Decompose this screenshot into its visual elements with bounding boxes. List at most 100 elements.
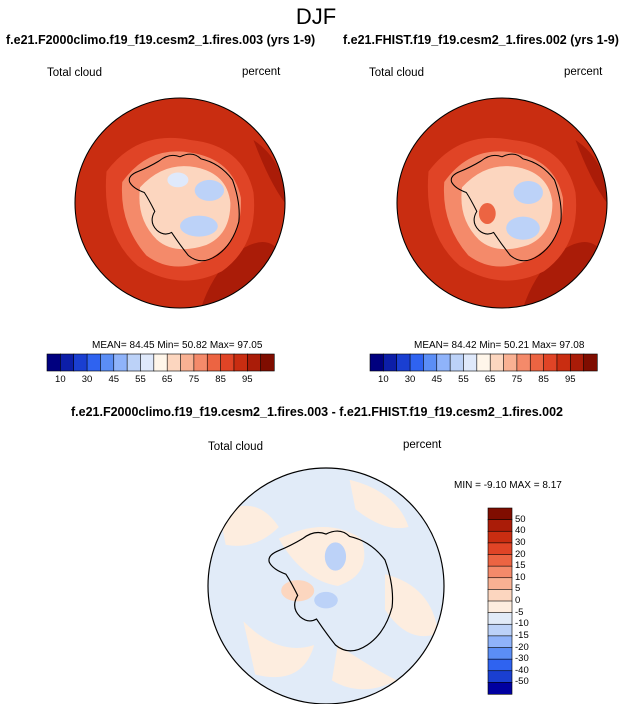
colorbar-tick-label: 20 <box>515 548 526 560</box>
colorbar-swatch <box>556 353 571 372</box>
colorbar-swatch <box>487 682 513 695</box>
colorbar-tick-label: -50 <box>515 676 529 688</box>
colorbar-swatch <box>206 353 222 372</box>
right-panel-variable-label: Total cloud <box>369 67 424 79</box>
blue-patch <box>513 180 543 205</box>
colorbar-swatch <box>100 353 115 372</box>
colorbar-tick-label: -40 <box>515 664 529 676</box>
left-colorbar <box>46 353 275 372</box>
colorbar-swatch <box>180 353 195 372</box>
colorbar-tick-label: 65 <box>161 374 173 385</box>
colorbar-swatch <box>463 353 478 372</box>
colorbar-tick-label: 65 <box>484 374 496 385</box>
colorbar-swatch <box>409 353 425 372</box>
colorbar-tick-label: -5 <box>515 606 524 618</box>
left-panel-title: f.e21.F2000climo.f19_f19.cesm2_1.fires.0… <box>6 33 316 47</box>
positive-patch <box>219 505 279 546</box>
dark-red-region <box>253 140 285 203</box>
colorbar-swatch <box>246 353 262 372</box>
colorbar-swatch <box>126 353 142 372</box>
colorbar-swatch <box>487 542 513 556</box>
colorbar-swatch <box>423 353 438 372</box>
colorbar-swatch <box>569 353 585 372</box>
colorbar-swatch <box>487 670 513 683</box>
positive-patch <box>331 645 397 690</box>
colorbar-swatch <box>449 353 465 372</box>
colorbar-swatch <box>166 353 182 372</box>
colorbar-tick-label: 75 <box>511 374 523 385</box>
right-panel-title: f.e21.FHIST.f19_f19.cesm2_1.fires.002 (y… <box>343 33 619 47</box>
diff-panel-variable-label: Total cloud <box>208 441 263 453</box>
colorbar-tick-label: 40 <box>515 525 526 537</box>
colorbar-swatch <box>86 353 102 372</box>
colorbar-swatch <box>487 530 513 544</box>
colorbar-tick-label: 50 <box>515 513 526 525</box>
colorbar-tick-label: 85 <box>215 374 226 385</box>
blue-patch <box>506 216 540 240</box>
colorbar-tick-label: 10 <box>515 571 526 583</box>
colorbar-swatch <box>476 353 491 372</box>
diff-panel-units-label: percent <box>403 439 442 451</box>
positive-patch <box>385 574 439 637</box>
coastline <box>128 153 240 262</box>
blue-patch <box>167 172 189 188</box>
colorbar-tick-label: 0 <box>515 595 521 606</box>
diff-panel-stats: MIN = -9.10 MAX = 8.17 <box>454 480 562 491</box>
colorbar-swatch <box>487 519 513 532</box>
colorbar-swatch <box>487 589 513 602</box>
colorbar-swatch <box>487 647 513 660</box>
right-panel-units-label: percent <box>564 66 603 78</box>
diff-polar-map <box>207 467 445 704</box>
colorbar-swatch <box>153 353 168 372</box>
colorbar-swatch <box>46 353 61 372</box>
colorbar-swatch <box>503 353 518 372</box>
colorbar-swatch <box>487 507 513 521</box>
colorbar-swatch <box>193 353 208 372</box>
negative-patch <box>324 542 347 571</box>
colorbar-swatch <box>220 353 235 372</box>
coastline <box>268 530 394 652</box>
figure-title: DJF <box>295 4 337 29</box>
positive-patch <box>243 621 315 678</box>
colorbar-swatch <box>487 565 513 579</box>
colorbar-tick-label: 10 <box>55 374 66 385</box>
positive-patch <box>281 580 315 602</box>
colorbar-swatch <box>489 353 505 372</box>
colorbar-swatch <box>113 353 128 372</box>
colorbar-swatch <box>487 658 513 672</box>
colorbar-swatch <box>260 353 275 372</box>
colorbar-tick-label: 15 <box>515 560 526 572</box>
positive-patch <box>278 527 365 586</box>
colorbar-swatch <box>436 353 451 372</box>
colorbar-swatch <box>487 554 513 567</box>
colorbar-tick-label: 95 <box>241 374 253 385</box>
colorbar-tick-label: 5 <box>515 583 521 595</box>
colorbar-tick-label: -20 <box>515 641 529 653</box>
coastline <box>450 153 562 262</box>
left-polar-map <box>74 97 286 309</box>
colorbar-tick-label: 95 <box>564 374 576 385</box>
colorbar-swatch <box>487 600 513 614</box>
colorbar-tick-label: -15 <box>515 629 529 641</box>
colorbar-swatch <box>60 353 75 372</box>
negative-patch <box>314 591 338 609</box>
colorbar-swatch <box>487 577 513 590</box>
positive-patch <box>349 479 409 529</box>
colorbar-swatch <box>487 623 513 637</box>
colorbar-swatch <box>529 353 545 372</box>
colorbar-tick-label: 30 <box>515 536 526 548</box>
red-patch <box>478 203 496 224</box>
colorbar-tick-label: 30 <box>404 374 416 385</box>
colorbar-tick-label: 55 <box>135 374 146 385</box>
colorbar-swatch <box>140 353 155 372</box>
colorbar-tick-label: 30 <box>81 374 93 385</box>
colorbar-tick-label: -10 <box>515 618 529 630</box>
colorbar-swatch <box>487 635 513 649</box>
left-panel-units-label: percent <box>242 66 281 78</box>
colorbar-tick-label: 45 <box>431 374 443 385</box>
colorbar-swatch <box>583 353 598 372</box>
diff-colorbar <box>487 507 513 695</box>
colorbar-swatch <box>369 353 384 372</box>
left-panel-variable-label: Total cloud <box>47 67 102 79</box>
colorbar-swatch <box>396 353 411 372</box>
